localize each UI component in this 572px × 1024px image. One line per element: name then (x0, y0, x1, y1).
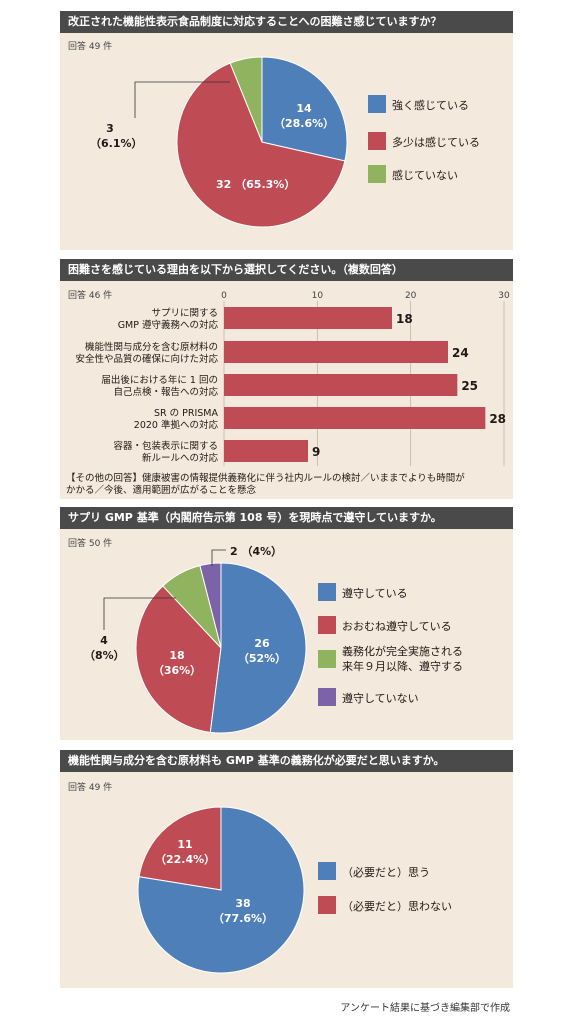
q3-legend-future-line2: 来年９月以降、遵守する (342, 660, 463, 673)
q4-label-blue-value: 38 (235, 897, 251, 910)
q2-responses: 回答 46 件 (68, 291, 113, 301)
q2-value-label-5: 9 (312, 445, 320, 459)
q1-legend-somewhat: 多少は感じている (392, 136, 480, 149)
q3-label-red-pct: （36%） (152, 664, 202, 677)
q1-legend-swatch-green (368, 165, 386, 183)
q4-legend-swatch-red (318, 896, 336, 914)
q1-leader-line (134, 81, 230, 118)
source-footer: アンケート結果に基づき編集部で作成 (340, 1003, 510, 1014)
q3-label-green-value: 4 (100, 634, 108, 647)
q4-legend-yes: （必要だと）思う (342, 866, 430, 879)
q2-other-answers-line2: かかる／今後、適用範囲が広がることを懸念 (66, 485, 257, 496)
q1-label-blue-value: 14 (296, 102, 312, 115)
q2-category-label-3-line1: 届出後における年に 1 回の (101, 374, 218, 386)
q4-responses: 回答 49 件 (68, 783, 113, 793)
q1-label-red-pct: （65.3%） (235, 178, 296, 191)
q3-legend-swatch-red (318, 616, 336, 634)
q4-label-blue-pct: （77.6%） (212, 912, 274, 925)
q2-category-label-1-line1: サプリに関する (151, 308, 218, 319)
q4-pie-chart (137, 806, 305, 974)
q1-legend-strong: 強く感じている (392, 99, 469, 112)
q3-pie-slice-2 (135, 585, 222, 733)
q2-category-label-2-line2: 安全性や品質の確保に向けた対応 (75, 353, 218, 365)
q1-label-red-value: 32 (216, 178, 232, 191)
q2-category-label-4-line2: 2020 準拠への対応 (134, 419, 219, 431)
q1-legend-swatch-red (368, 132, 386, 150)
q1-legend-swatch-blue (368, 95, 386, 113)
q2-bar-5 (224, 440, 308, 462)
q3-label-red-value: 18 (169, 649, 185, 662)
q3-label-purple-value: 2 (230, 545, 238, 558)
q2-tick-label-30: 30 (498, 291, 510, 301)
q4-label-red-value: 11 (177, 838, 193, 851)
q3-legend-future-line1: 義務化が完全実施される (342, 645, 463, 658)
q3-legend-mostly: おおむね遵守している (342, 620, 452, 633)
q2-value-label-4: 28 (489, 412, 506, 426)
q2-category-label-3-line2: 自己点検・報告への対応 (113, 386, 218, 398)
q3-label-blue-pct: （52%） (237, 652, 287, 665)
q3-label-blue-value: 26 (254, 637, 270, 650)
q1-label-green-value: 3 (106, 122, 114, 135)
q3-legend-swatch-green (318, 650, 336, 668)
q1-title: 改正された機能性表示食品制度に対応することへの困難さ感じていますか？ (60, 11, 513, 33)
q2-tick-label-0: 0 (221, 291, 227, 301)
q2-value-label-2: 24 (452, 346, 469, 360)
q2-category-label-5-line1: 容器・包装表示に関する (113, 440, 218, 452)
q3-legend-not: 遵守していない (342, 692, 419, 705)
q1-legend-not: 感じていない (392, 169, 458, 182)
q3-title: サプリ GMP 基準（内閣府告示第 108 号）を現時点で遵守していますか。 (60, 507, 513, 529)
q2-category-label-2-line1: 機能性関与成分を含む原材料の (85, 341, 218, 353)
q1-label-blue-pct: （28.6%） (274, 117, 335, 130)
q3-leader-line-purple (211, 549, 226, 566)
q2-tick-label-20: 20 (405, 291, 417, 301)
q3-leader-line-green (103, 597, 176, 630)
q4-legend-no: （必要だと）思わない (342, 900, 452, 913)
q4-legend-swatch-blue (318, 862, 336, 880)
q3-legend-swatch-purple (318, 688, 336, 706)
q4-pie-slice-1 (137, 806, 305, 974)
q2-category-label-1-line2: GMP 遵守義務への対応 (118, 319, 219, 331)
q4-label-red-pct: （22.4%） (155, 853, 216, 866)
q2-bar-4 (224, 407, 486, 429)
q2-bar-3 (224, 374, 458, 396)
q1-pie-slice-1 (261, 56, 348, 162)
q2-title: 困難さを感じている理由を以下から選択してください。（複数回答） (60, 259, 513, 281)
q2-category-label-5-line2: 新ルールへの対応 (142, 452, 219, 464)
q1-pie-chart (134, 56, 348, 228)
q2-bar-2 (224, 341, 448, 363)
q3-responses: 回答 50 件 (68, 539, 113, 549)
q3-pie-slice-1 (209, 562, 307, 734)
q3-label-purple-pct: （4%） (241, 545, 283, 558)
q4-pie-slice-2 (138, 806, 222, 891)
q3-legend-swatch-blue (318, 583, 336, 601)
q2-bar-1 (224, 307, 392, 329)
q2-other-answers-line1: 【その他の回答】健康被害の情報提供義務化に伴う社内ルールの検討／いままでよりも時… (66, 473, 465, 484)
q2-value-label-1: 18 (396, 312, 413, 326)
q1-label-green-pct: （6.1%） (90, 137, 143, 150)
q2-value-label-3: 25 (461, 379, 478, 393)
q1-responses: 回答 49 件 (68, 42, 113, 52)
q2-category-label-4-line1: SR の PRISMA (154, 408, 219, 419)
q4-title: 機能性関与成分を含む原材料も GMP 基準の義務化が必要だと思いますか。 (60, 750, 513, 772)
q3-legend-comply: 遵守している (342, 587, 408, 600)
q3-pie-chart (103, 549, 307, 734)
q3-label-green-pct: （8%） (84, 649, 125, 662)
q2-tick-label-10: 10 (312, 291, 324, 301)
q1-pie-slice-2 (176, 62, 346, 228)
